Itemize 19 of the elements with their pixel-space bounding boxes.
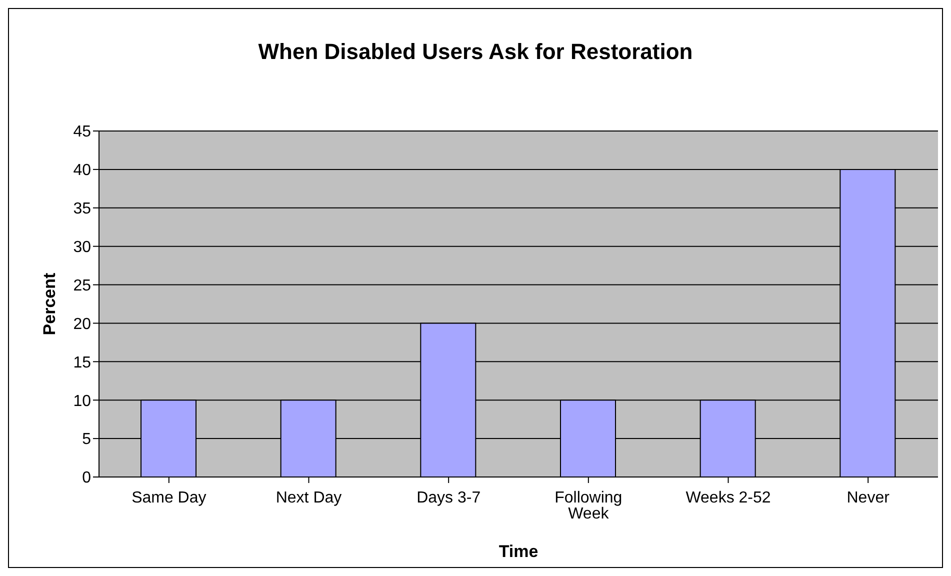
x-tick-label: Same Day xyxy=(132,489,206,506)
y-tick-label: 15 xyxy=(73,354,92,372)
y-tick-label: 40 xyxy=(73,162,92,180)
y-tick-label: 0 xyxy=(82,470,92,487)
y-tick-label: 20 xyxy=(73,316,92,333)
x-tick-label: Days 3-7 xyxy=(416,489,481,506)
x-tick-label: Next Day xyxy=(276,489,342,506)
chart-title: When Disabled Users Ask for Restoration xyxy=(257,39,694,65)
y-tick-label: 45 xyxy=(73,124,92,141)
y-tick-label: 5 xyxy=(82,431,92,448)
x-tick-label: Following Week xyxy=(554,489,622,522)
y-tick-label: 30 xyxy=(73,239,92,256)
x-tick-label: Never xyxy=(846,489,890,506)
x-tick-label: Weeks 2-52 xyxy=(686,489,771,506)
y-axis-title: Percent xyxy=(40,272,60,336)
y-tick-label: 10 xyxy=(73,392,92,410)
x-axis-title: Time xyxy=(498,542,538,561)
y-tick-label: 35 xyxy=(73,200,92,218)
y-tick-label: 25 xyxy=(73,277,92,294)
